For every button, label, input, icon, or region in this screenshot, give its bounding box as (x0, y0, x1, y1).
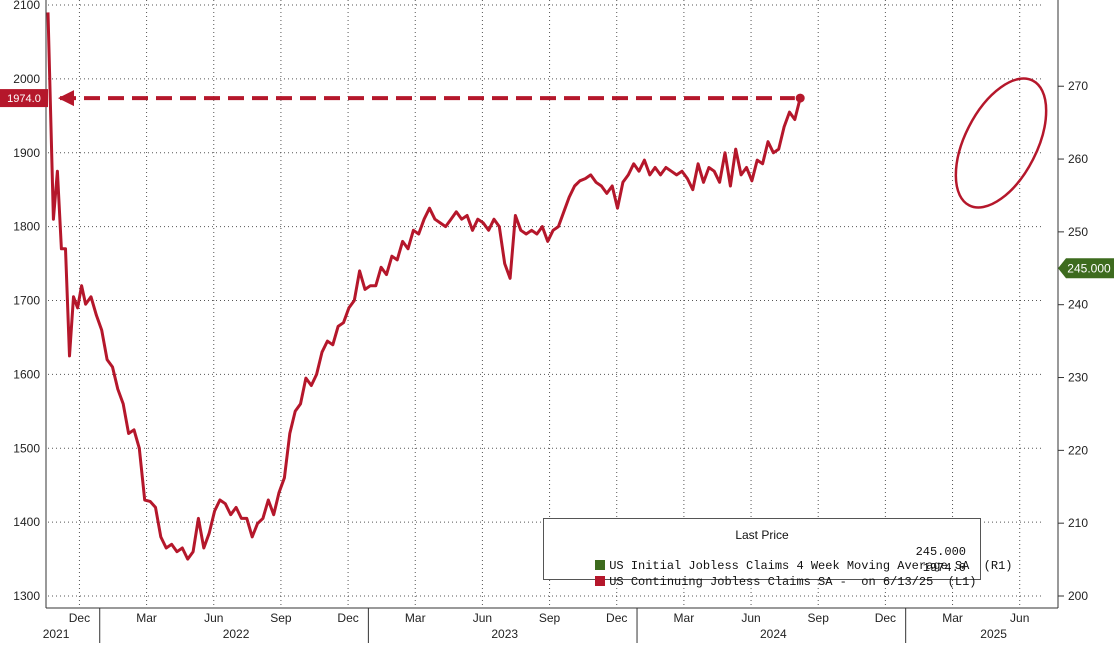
legend-swatch-continuing-claims (595, 576, 606, 586)
legend-swatch-initial-claims (595, 560, 606, 570)
x-month-tick-label: Sep (808, 611, 830, 625)
y-right-tick-label: 230 (1068, 371, 1088, 385)
axis-layer: 1300 1400 1500 1600 1700 1800 1900 2000 2100 200 2… (13, 0, 1088, 643)
x-month-tick-label: Dec (875, 611, 896, 625)
x-month-tick-label: Dec (337, 611, 358, 625)
annot-layer: 1974.0 245.000 (0, 77, 1114, 279)
x-year-tick-label: 2021 (43, 627, 70, 641)
legend-label-initial-claims: US Initial Jobless Claims 4 Week Moving … (609, 559, 1013, 573)
y-right-tick-label: 240 (1068, 298, 1088, 312)
y-right-tick-label: 260 (1068, 152, 1088, 166)
grid-layer (48, 0, 1042, 608)
x-month-tick-label: Jun (473, 611, 492, 625)
right-price-tag (1058, 258, 1114, 279)
dashed-arrowhead (58, 90, 74, 107)
y-left-tick-label: 1800 (13, 220, 40, 234)
legend-row-continuing-claims: US Continuing Jobless Claims SA - on 6/1… (552, 561, 976, 589)
x-month-tick-label: Mar (674, 611, 695, 625)
x-year-tick-label: 2025 (980, 627, 1007, 641)
last-point-marker (795, 93, 805, 103)
x-month-tick-label: Sep (270, 611, 292, 625)
legend-value-continuing-claims: 1974.0 (922, 561, 966, 575)
x-month-tick-label: Jun (1010, 611, 1029, 625)
x-month-tick-label: Sep (539, 611, 561, 625)
x-month-tick-label: Jun (741, 611, 760, 625)
right-price-tag-label: 245.000 (1067, 261, 1111, 275)
y-right-tick-label: 270 (1068, 79, 1088, 93)
legend: Last Price US Initial Jobless Claims 4 W… (543, 518, 1012, 589)
y-right-tick-label: 210 (1068, 516, 1088, 530)
x-month-tick-label: Dec (606, 611, 627, 625)
x-year-tick-label: 2022 (223, 627, 250, 641)
legend-value-initial-claims: 245.000 (915, 545, 966, 559)
x-month-tick-label: Mar (405, 611, 426, 625)
y-left-tick-label: 1500 (13, 441, 40, 455)
y-right-tick-label: 220 (1068, 443, 1088, 457)
y-left-tick-label: 2000 (13, 72, 40, 86)
legend-title: Last Price (735, 528, 789, 542)
x-month-tick-label: Dec (69, 611, 90, 625)
x-month-tick-label: Mar (942, 611, 963, 625)
series-line-continuing-claims (46, 12, 802, 561)
y-left-tick-label: 2100 (13, 0, 40, 12)
y-left-tick-label: 1400 (13, 515, 40, 529)
y-left-tick-label: 1300 (13, 589, 40, 603)
y-left-tick-label: 1900 (13, 146, 40, 160)
highlight-ellipse (954, 77, 1048, 209)
x-month-tick-label: Jun (204, 611, 223, 625)
series-layer (46, 12, 802, 561)
y-left-tick-label: 1600 (13, 367, 40, 381)
x-year-tick-label: 2023 (491, 627, 518, 641)
y-right-tick-label: 200 (1068, 589, 1088, 603)
left-price-tag (0, 89, 48, 108)
x-month-tick-label: Mar (136, 611, 157, 625)
left-price-tag-label: 1974.0 (7, 93, 41, 105)
x-year-tick-label: 2024 (760, 627, 787, 641)
y-right-tick-label: 250 (1068, 225, 1088, 239)
legend-label-continuing-claims: US Continuing Jobless Claims SA - on 6/1… (609, 575, 977, 589)
legend-row-initial-claims: US Initial Jobless Claims 4 Week Moving … (552, 545, 1012, 573)
y-left-tick-label: 1700 (13, 294, 40, 308)
